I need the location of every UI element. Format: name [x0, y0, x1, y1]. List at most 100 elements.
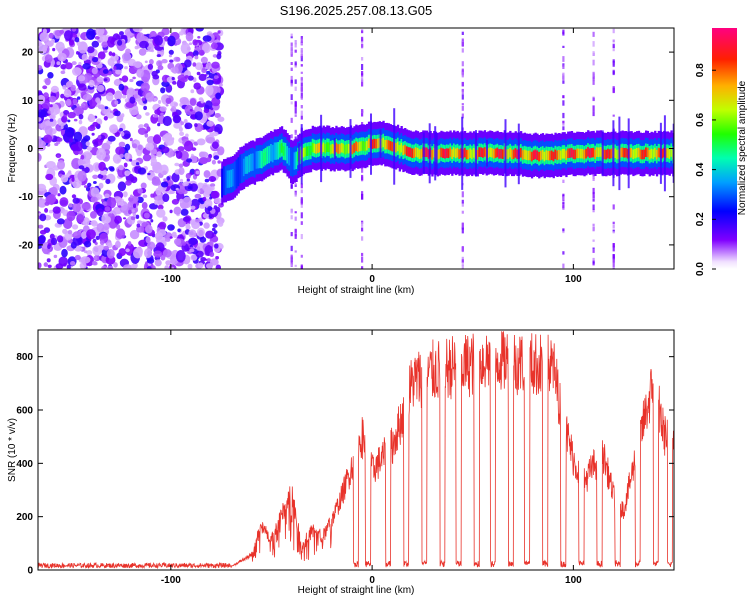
heatmap-cell [142, 194, 148, 198]
heatmap-cell [294, 102, 297, 108]
heatmap-cell [124, 243, 135, 256]
heatmap-cell [567, 148, 570, 159]
heatmap-cell [38, 109, 47, 118]
x-tick-label: -100 [161, 274, 181, 285]
heatmap-cell [193, 82, 201, 90]
heatmap-cell [294, 108, 297, 114]
heatmap-cell [177, 146, 185, 152]
heatmap-cell [288, 148, 291, 166]
heatmap-cell [300, 96, 303, 100]
snr-background [38, 330, 674, 570]
heatmap-cell [217, 160, 221, 164]
heatmap-cell [44, 77, 51, 86]
heatmap-cell [74, 141, 83, 152]
heatmap-cell [93, 141, 99, 148]
heatmap-cell [197, 36, 201, 39]
heatmap-cell [43, 262, 48, 267]
heatmap-cell [187, 186, 192, 190]
heatmap-cell [105, 216, 111, 224]
heatmap-cell [447, 148, 450, 159]
heatmap-cell [158, 100, 162, 104]
heatmap-cell [294, 233, 297, 239]
heatmap-cell [255, 151, 258, 169]
heatmap-cell [212, 223, 218, 228]
heatmap-cell [73, 131, 83, 142]
heatmap-cell [435, 132, 438, 174]
heatmap-cell [514, 148, 517, 158]
heatmap-cell [279, 144, 282, 154]
heatmap-cell [61, 248, 68, 258]
heatmap-cell [168, 54, 172, 58]
heatmap-cell [639, 149, 642, 160]
heatmap-cell [361, 236, 364, 241]
heatmap-cell [361, 57, 364, 61]
heatmap-cell [48, 32, 54, 39]
heatmap-cell [83, 185, 88, 188]
heatmap-cell [213, 197, 222, 204]
heatmap-cell [217, 221, 224, 227]
heatmap-cell [184, 122, 193, 130]
heatmap-cell [147, 172, 151, 176]
heatmap-cell [119, 153, 124, 158]
heatmap-cell [449, 147, 452, 157]
heatmap-cell [122, 264, 133, 269]
heatmap-cell [228, 170, 231, 188]
heatmap-cell [189, 98, 197, 106]
heatmap-cell [172, 81, 177, 85]
heatmap-cell [230, 169, 233, 188]
heatmap-cell [50, 237, 58, 246]
heatmap-cell [405, 146, 409, 156]
heatmap-cell [121, 113, 125, 118]
heatmap-cell [99, 240, 105, 246]
heatmap-cell [648, 149, 651, 160]
heatmap-cell [592, 96, 595, 102]
heatmap-cell [361, 227, 364, 232]
heatmap-cell [398, 145, 401, 155]
heatmap-cell [186, 178, 190, 182]
heatmap-cell [463, 147, 467, 158]
heatmap-cell [38, 262, 42, 269]
heatmap-cell [162, 115, 172, 127]
heatmap-cell [438, 149, 441, 159]
heatmap-cell [74, 37, 80, 43]
heatmap-cell [92, 174, 99, 179]
heatmap-cell [527, 150, 530, 161]
heatmap-cell [81, 202, 91, 211]
heatmap-cell [361, 194, 364, 200]
heatmap-cell [612, 245, 615, 252]
heatmap-cell [380, 138, 383, 149]
heatmap-cell [290, 245, 293, 252]
heatmap-cell [73, 118, 78, 122]
heatmap-cell [290, 36, 293, 39]
heatmap-cell [273, 142, 276, 160]
heatmap-cell [42, 85, 48, 90]
heatmap-cell [592, 192, 595, 199]
heatmap-cell [150, 219, 154, 223]
heatmap-cell [404, 144, 407, 155]
heatmap-cell [583, 149, 586, 160]
heatmap-cell [69, 138, 74, 143]
heatmap-cell [114, 131, 120, 137]
heatmap-cell [97, 135, 102, 140]
heatmap-cell [96, 222, 105, 233]
heatmap-cell [171, 76, 175, 81]
heatmap-cell [415, 147, 418, 157]
snr-x-ticks: -100 0 100 [161, 330, 582, 586]
heatmap-cell [204, 178, 210, 183]
heatmap-cell [63, 110, 70, 115]
heatmap-cell [195, 28, 204, 32]
heatmap-cell [592, 173, 595, 177]
heatmap-cell [153, 134, 162, 145]
heatmap-cell [461, 210, 464, 214]
heatmap-cell [190, 208, 195, 213]
heatmap-cell [294, 192, 297, 197]
heatmap-cell [150, 193, 155, 198]
heatmap-cell [562, 196, 565, 200]
heatmap-cell [294, 250, 297, 253]
heatmap-cell [451, 149, 454, 159]
heatmap-cell [588, 148, 592, 158]
heatmap-cell [124, 66, 128, 70]
heatmap-cell [215, 264, 221, 269]
heatmap-cell [149, 59, 154, 65]
heatmap-cell [592, 76, 595, 82]
